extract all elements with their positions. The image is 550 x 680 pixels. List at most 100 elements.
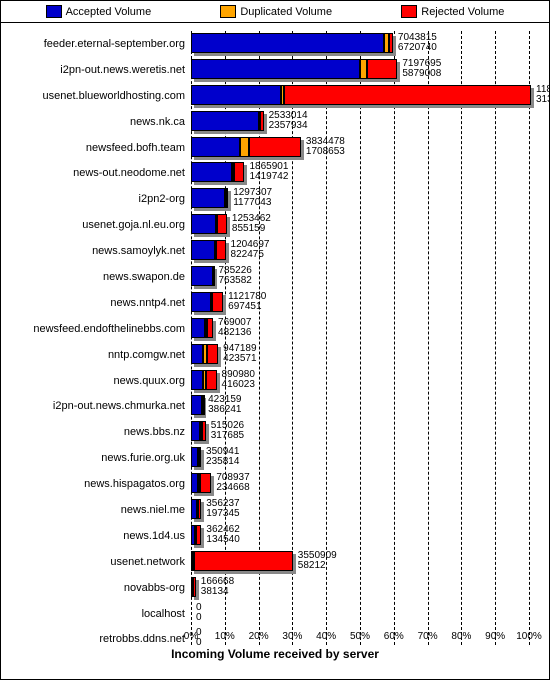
x-tick: 0% — [184, 631, 198, 642]
bar-rejected — [206, 370, 217, 390]
value-bottom: 1708653 — [306, 147, 345, 157]
value-bottom: 482136 — [218, 328, 251, 338]
row-label: news.nntp4.net — [110, 290, 185, 316]
row-label: feeder.eternal-september.org — [44, 31, 185, 57]
bar-rejected — [284, 85, 531, 105]
data-row: news.1d4.us362462134540 — [191, 523, 529, 549]
row-label: nntp.comgw.net — [108, 342, 185, 368]
data-row: localhost00 — [191, 601, 529, 627]
row-label: news.bbs.nz — [124, 419, 185, 445]
bar-rejected — [196, 525, 201, 545]
row-label: news.1d4.us — [123, 523, 185, 549]
bar-rejected — [207, 318, 214, 338]
data-row: i2pn-out.news.weretis.net71976955879008 — [191, 57, 529, 83]
legend-duplicated: Duplicated Volume — [220, 5, 332, 18]
bar-accepted — [191, 395, 202, 415]
bar-rejected — [194, 551, 292, 571]
bar-duplicated — [360, 59, 367, 79]
bar-track: 1253462855159 — [191, 214, 529, 234]
row-label: usenet.goja.nl.eu.org — [82, 212, 185, 238]
legend-rejected: Rejected Volume — [401, 5, 504, 18]
bar-rejected — [203, 395, 205, 415]
data-row: news.nk.ca25330142357934 — [191, 109, 529, 135]
bar-rejected — [226, 188, 228, 208]
row-label: localhost — [142, 601, 185, 627]
value-bottom: 317685 — [211, 431, 244, 441]
bar-accepted — [191, 162, 232, 182]
bar-rejected — [207, 344, 219, 364]
bar-track: 1121780697451 — [191, 292, 529, 312]
row-label: usenet.blueworldhosting.com — [43, 83, 185, 109]
bar-track: 355090958212 — [191, 551, 529, 571]
data-row: novabbs-org16666838134 — [191, 575, 529, 601]
bar-rejected — [200, 473, 211, 493]
value-bottom: 235814 — [206, 457, 239, 467]
bar-rejected — [216, 240, 226, 260]
data-row: news-out.neodome.net18659011419742 — [191, 160, 529, 186]
row-label: novabbs-org — [124, 575, 185, 601]
data-row: nntp.comgw.net947189423571 — [191, 342, 529, 368]
legend-accepted: Accepted Volume — [46, 5, 152, 18]
swatch-duplicated — [220, 5, 236, 18]
bar-rejected — [234, 162, 244, 182]
bar-rejected — [198, 499, 201, 519]
bar-track: 785226763582 — [191, 266, 529, 286]
row-label: news.quux.org — [113, 368, 185, 394]
bar-track: 515026317685 — [191, 421, 529, 441]
data-row: usenet.goja.nl.eu.org1253462855159 — [191, 212, 529, 238]
bar-rejected — [367, 59, 397, 79]
bar-accepted — [191, 421, 200, 441]
bar-track: 769007482136 — [191, 318, 529, 338]
bar-rejected — [260, 111, 263, 131]
row-label: news.niel.me — [121, 497, 185, 523]
swatch-accepted — [46, 5, 62, 18]
data-row: newsfeed.endofthelinebbs.com769007482136 — [191, 316, 529, 342]
chart-container: Accepted Volume Duplicated Volume Reject… — [0, 0, 550, 680]
value-bottom: 5879008 — [402, 69, 441, 79]
bar-rejected — [213, 266, 215, 286]
value-bottom: 386241 — [208, 405, 241, 415]
bar-accepted — [191, 137, 240, 157]
row-label: news.hispagatos.org — [84, 471, 185, 497]
value-bottom: 134540 — [206, 535, 239, 545]
bar-track: 350941235814 — [191, 447, 529, 467]
bar-rejected — [202, 421, 206, 441]
bar-track: 12973071177043 — [191, 188, 529, 208]
x-tick: 100% — [516, 631, 542, 642]
bar-track: 890980416023 — [191, 370, 529, 390]
x-tick: 60% — [384, 631, 404, 642]
value-bottom: 763582 — [219, 276, 252, 286]
data-row: usenet.blueworldhosting.com1185987431366… — [191, 83, 529, 109]
row-label: news.nk.ca — [130, 109, 185, 135]
row-label: i2pn2-org — [139, 186, 185, 212]
data-row: news.bbs.nz515026317685 — [191, 419, 529, 445]
bar-track: 38344781708653 — [191, 137, 529, 157]
bar-track: 708937234668 — [191, 473, 529, 493]
bar-track: 362462134540 — [191, 525, 529, 545]
data-row: news.samoylyk.net1204697822475 — [191, 238, 529, 264]
data-row: i2pn-out.news.chmurka.net423159386241 — [191, 393, 529, 419]
value-bottom: 197345 — [206, 509, 239, 519]
data-row: news.niel.me356237197345 — [191, 497, 529, 523]
row-label: usenet.network — [110, 549, 185, 575]
value-bottom: 6720740 — [398, 43, 437, 53]
data-row: i2pn2-org12973071177043 — [191, 186, 529, 212]
x-tick: 40% — [316, 631, 336, 642]
x-tick: 90% — [485, 631, 505, 642]
value-bottom: 2357934 — [269, 121, 308, 131]
bar-accepted — [191, 188, 225, 208]
value-bottom: 234668 — [216, 483, 249, 493]
bar-track: 947189423571 — [191, 344, 529, 364]
x-tick: 80% — [451, 631, 471, 642]
bar-accepted — [191, 240, 215, 260]
data-row: usenet.network355090958212 — [191, 549, 529, 575]
row-label: newsfeed.bofh.team — [86, 135, 185, 161]
plot-area: feeder.eternal-september.org704381567207… — [191, 31, 529, 645]
bar-track: 25330142357934 — [191, 111, 529, 131]
bar-rejected — [249, 137, 301, 157]
gridline — [529, 31, 530, 645]
bar-accepted — [191, 447, 198, 467]
x-tick: 10% — [215, 631, 235, 642]
bar-accepted — [191, 266, 213, 286]
value-bottom: 0 — [196, 613, 202, 623]
